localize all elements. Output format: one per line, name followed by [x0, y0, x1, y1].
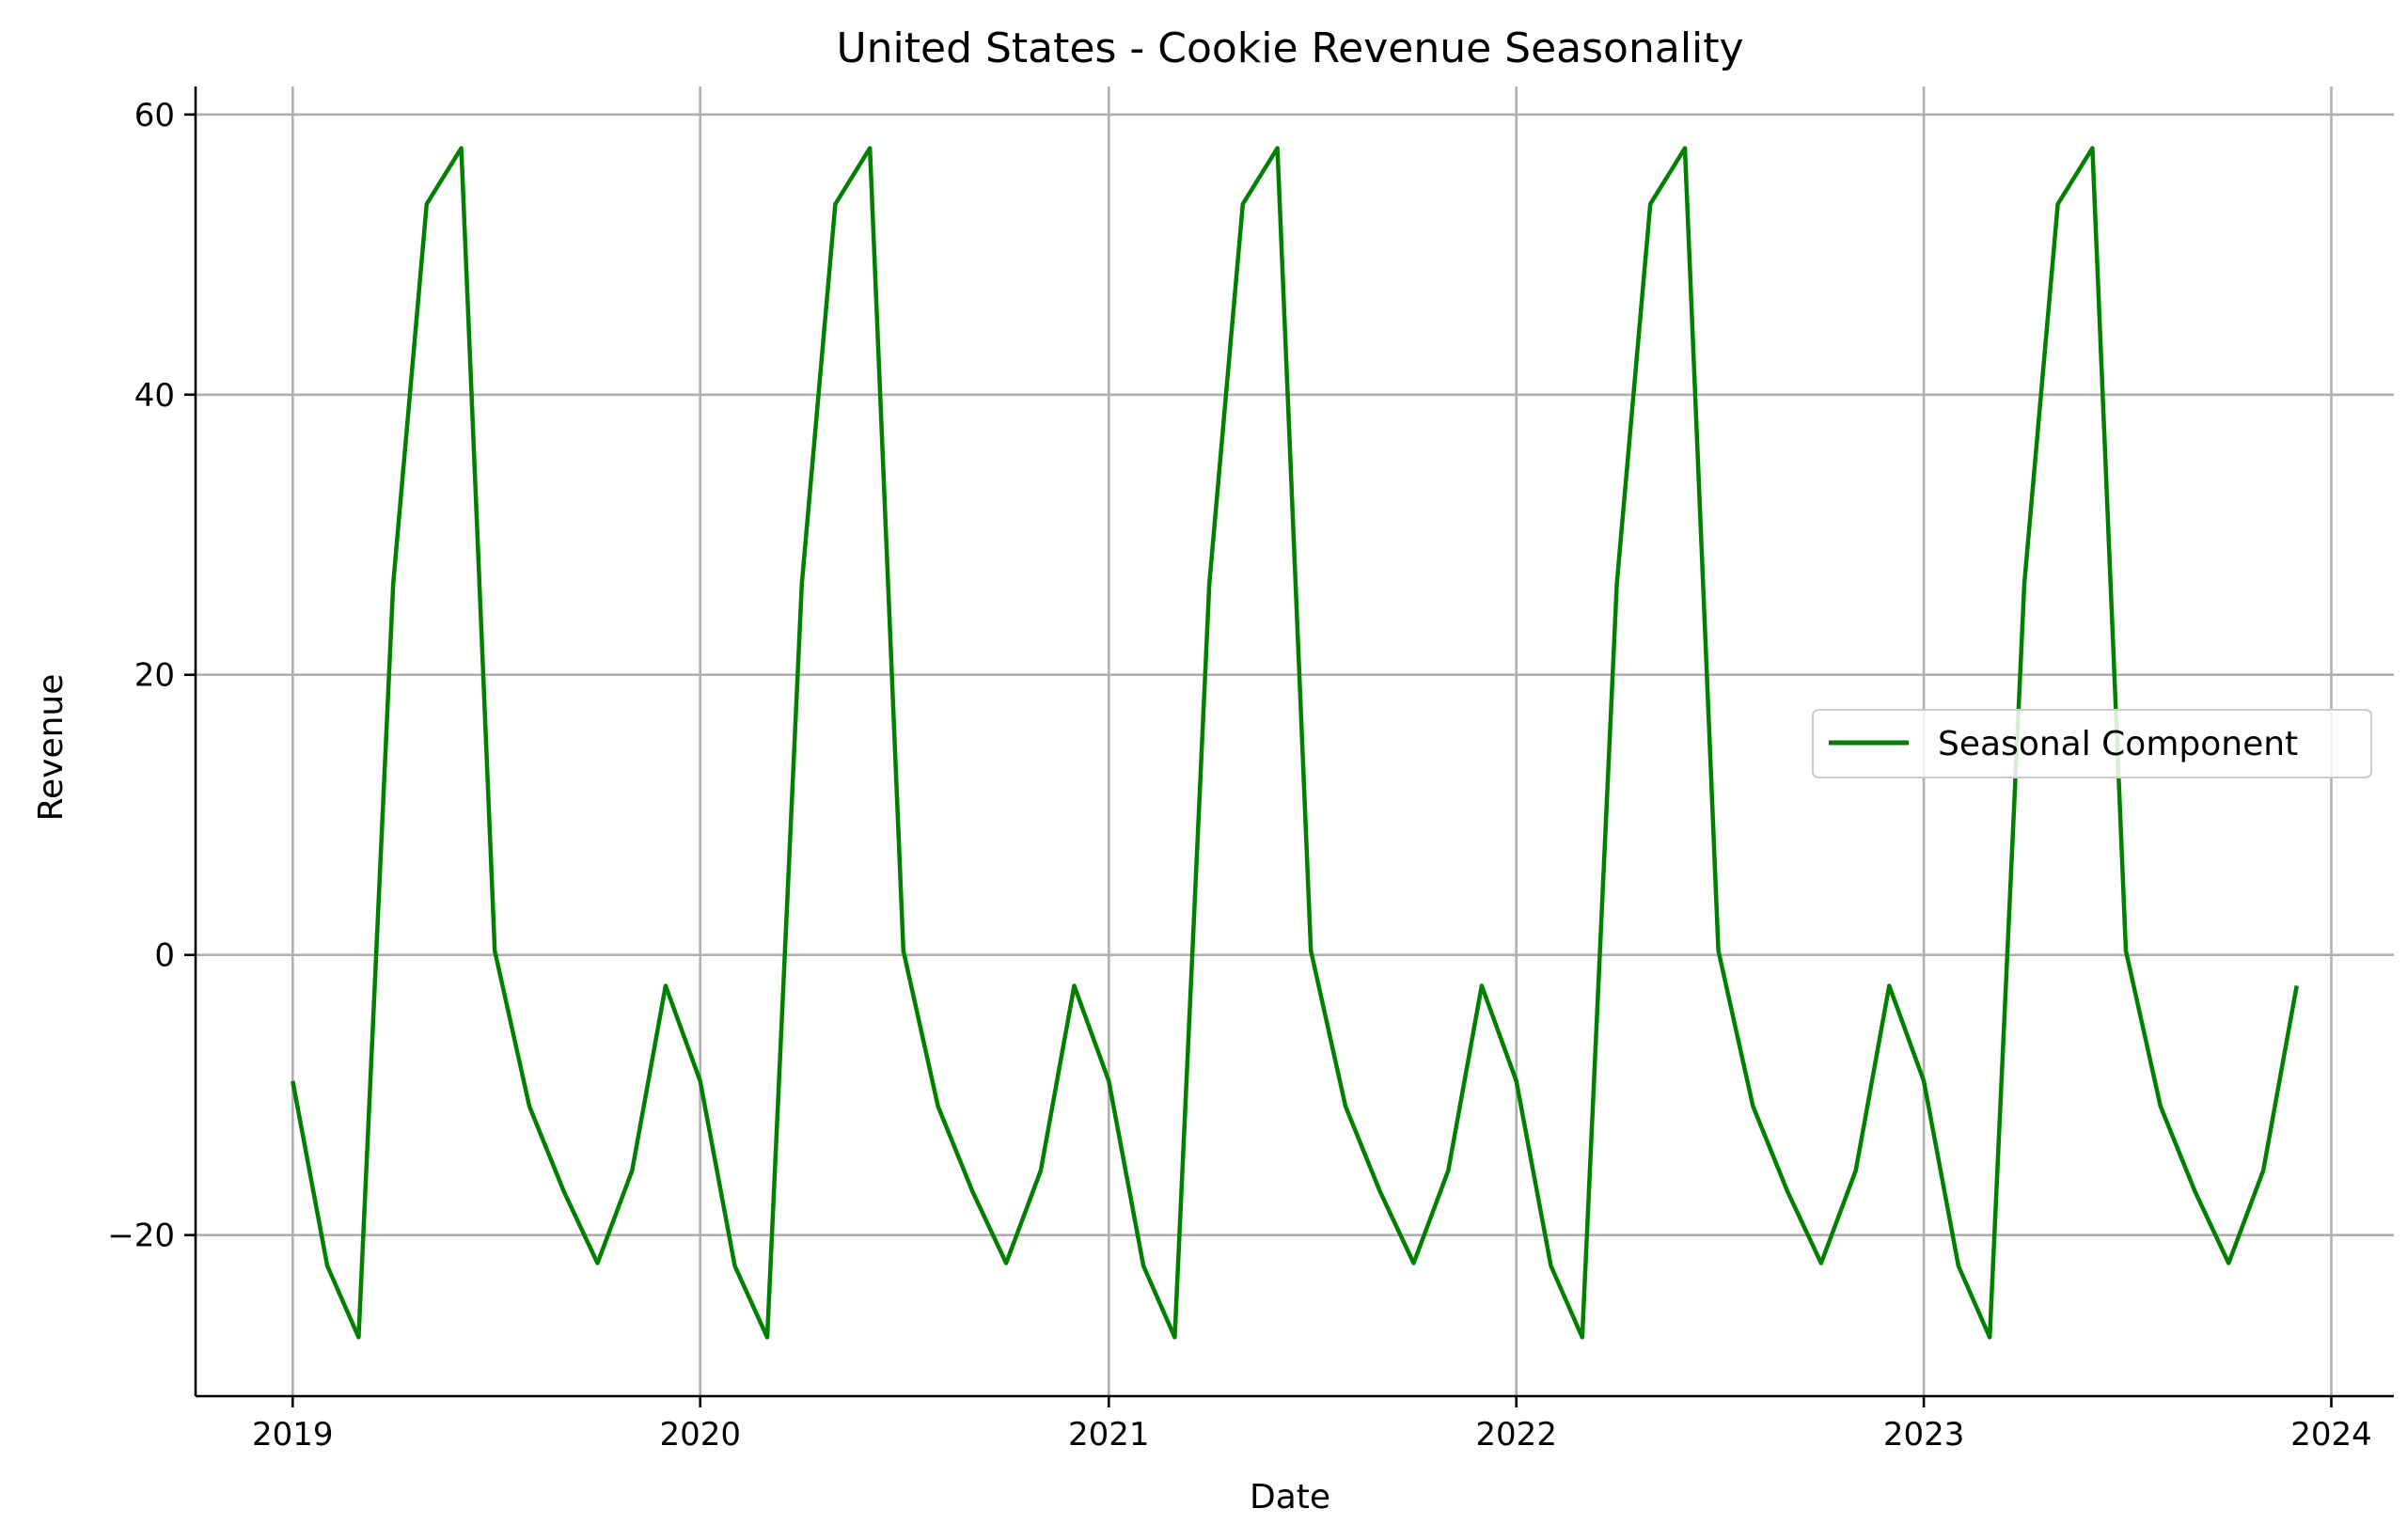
x-tick-label-2019: 2019 [252, 1416, 334, 1454]
chart-title: United States - Cookie Revenue Seasonali… [836, 24, 1743, 72]
series-group [291, 146, 2299, 1340]
y-tick-label-20: 20 [134, 657, 175, 695]
x-tick-label-2020: 2020 [659, 1416, 741, 1454]
y-gridlines [196, 113, 2394, 1236]
y-tick-label-0: 0 [154, 937, 175, 975]
x-tick-label-2022: 2022 [1475, 1416, 1557, 1454]
x-ticks: 2019 2020 2021 2022 2023 2024 [252, 1396, 2372, 1454]
legend-box [1812, 709, 2372, 778]
y-tick-label-60: 60 [134, 97, 175, 134]
y-axis-label: Revenue [32, 674, 71, 822]
x-axis-label: Date [1250, 1478, 1330, 1516]
x-tick-label-2024: 2024 [2290, 1416, 2372, 1454]
y-tick-label--20: −20 [107, 1218, 175, 1255]
x-tick-label-2021: 2021 [1068, 1416, 1150, 1454]
y-ticks: −20 0 20 40 60 [107, 97, 196, 1255]
legend: Seasonal Component [1812, 709, 2372, 778]
legend-label-seasonal-component: Seasonal Component [1938, 725, 2298, 763]
series-line-seasonal-component [291, 146, 2299, 1340]
x-tick-label-2023: 2023 [1883, 1416, 1965, 1454]
y-tick-label-40: 40 [134, 377, 175, 415]
